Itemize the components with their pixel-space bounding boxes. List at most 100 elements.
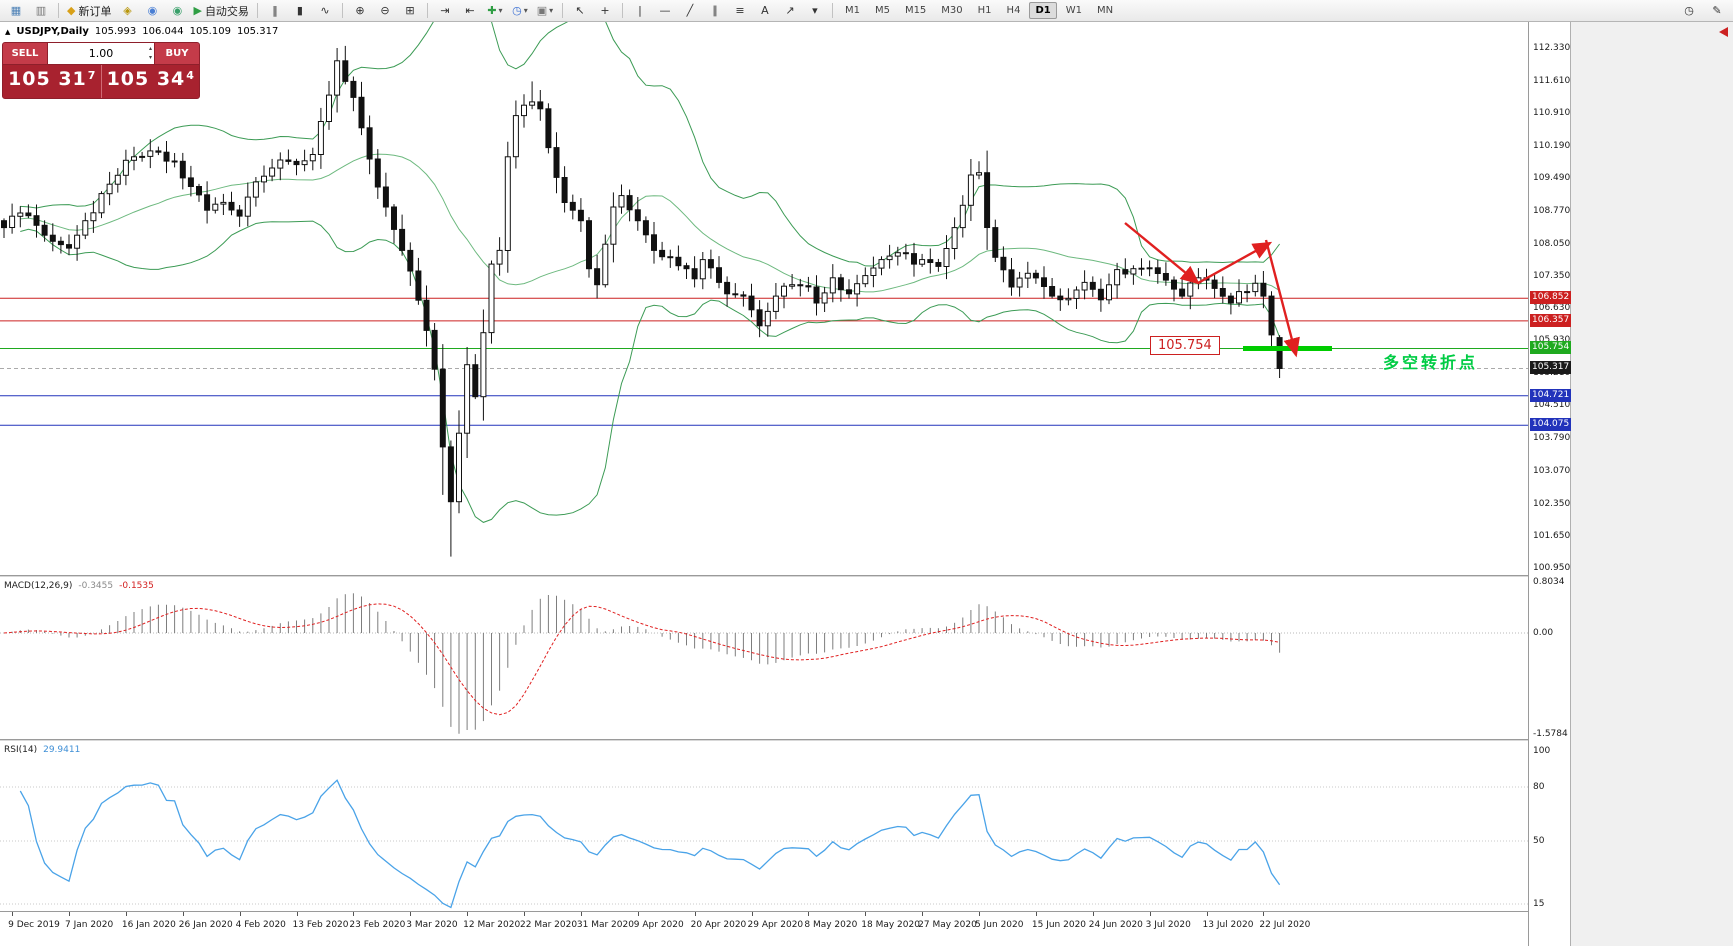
date-axis[interactable]: 9 Dec 2019 7 Jan 2020 16 Jan 2020 26 Jan 20… (0, 912, 1570, 946)
chart-shift-button[interactable]: ⇤ (458, 1, 482, 21)
templates-button-icon: ▣ (536, 4, 548, 17)
volume-up-icon[interactable]: ▴ (148, 45, 152, 52)
price-axis-label: 101.650 (1533, 531, 1571, 541)
zoom-out-button-icon: ⊖ (380, 4, 390, 17)
buy-price[interactable]: 105 34 4 (101, 65, 199, 98)
timeframe-h1[interactable]: H1 (977, 5, 992, 16)
date-tick (69, 912, 70, 916)
price-chart-canvas[interactable] (0, 22, 1528, 575)
price-tag: 106.852 (1530, 291, 1571, 305)
zoom-in-button[interactable]: ⊕ (348, 1, 372, 21)
date-label: 3 Mar 2020 (406, 920, 458, 930)
price-axis-label: 104.510 (1533, 400, 1571, 411)
bar-chart-button[interactable]: ‖ (263, 1, 287, 21)
autotrading-button[interactable]: ▶ 自动交易 (190, 1, 251, 21)
toolbar-separator (256, 3, 258, 18)
fibonacci-button[interactable]: ≡ (728, 1, 752, 21)
zoom-out-button[interactable]: ⊖ (373, 1, 397, 21)
volume-field[interactable]: ▴▾ (47, 43, 155, 64)
date-label: 13 Jul 2020 (1202, 920, 1254, 930)
scroll-marker-icon (1719, 27, 1728, 37)
tile-windows-button-icon: ⊞ (405, 4, 415, 17)
cursor-button[interactable]: ↖ (568, 1, 592, 21)
macd-canvas[interactable] (0, 577, 1528, 739)
periods-button[interactable]: ◷ ▾ (508, 1, 532, 21)
crosshair-button[interactable]: + (593, 1, 617, 21)
edit-icon[interactable]: ✎ (1712, 4, 1722, 17)
data-window-button-icon: ◉ (147, 4, 158, 17)
date-label: 29 Apr 2020 (747, 920, 804, 930)
panel-splitter[interactable] (0, 739, 1570, 741)
vertical-line-button[interactable]: | (628, 1, 652, 21)
price-callout[interactable]: 105.754 (1150, 336, 1220, 355)
horizontal-line-button[interactable]: — (653, 1, 677, 21)
quote-close: 105.317 (236, 26, 279, 37)
indicators-button[interactable]: ✚ ▾ (483, 1, 507, 21)
new-chart-button[interactable]: ▦ (4, 1, 28, 21)
rsi-canvas[interactable] (0, 741, 1528, 911)
auto-scroll-button-icon: ⇥ (440, 4, 450, 17)
date-label: 3 Jul 2020 (1145, 920, 1191, 930)
date-label: 26 Jan 2020 (178, 920, 233, 930)
objects-dropdown[interactable]: ▾ (803, 1, 827, 21)
navigator-button[interactable]: ◉ (165, 1, 189, 21)
autotrading-button-label: 自动交易 (204, 4, 249, 18)
volume-stepper[interactable]: ▴ ▾ (149, 44, 152, 62)
date-label: 9 Dec 2019 (8, 920, 60, 930)
toolbar-separator (341, 3, 343, 18)
timeframe-m15[interactable]: M15 (904, 5, 927, 16)
price-axis-label: 102.350 (1533, 499, 1571, 510)
vertical-line-button-icon: | (638, 4, 642, 17)
volume-input[interactable] (64, 46, 138, 61)
auto-scroll-button[interactable]: ⇥ (433, 1, 457, 21)
price-axis[interactable]: 112.330 111.610 110.910 110.190 109.490 108.7… (1528, 22, 1571, 946)
date-label: 24 Jun 2020 (1088, 920, 1143, 930)
market-watch-button[interactable]: ◈ (115, 1, 139, 21)
panel-splitter[interactable] (0, 575, 1570, 577)
text-button[interactable]: A (753, 1, 777, 21)
timeframe-mn[interactable]: MN (1096, 5, 1114, 16)
toolbar-right-icons: ◷ ✎ (1677, 1, 1729, 21)
price-axis-label: 108.770 (1533, 205, 1571, 216)
data-window-button[interactable]: ◉ (140, 1, 164, 21)
templates-button-dropdown-arrow[interactable]: ▾ (549, 6, 554, 15)
tile-windows-button[interactable]: ⊞ (398, 1, 422, 21)
timeframe-m5[interactable]: M5 (874, 5, 890, 16)
periods-button-dropdown-arrow[interactable]: ▾ (523, 6, 528, 15)
date-tick (296, 912, 298, 916)
arrows-button[interactable]: ↗ (778, 1, 802, 21)
sell-price[interactable]: 105 31 7 (3, 65, 102, 98)
date-label: 13 Feb 2020 (292, 920, 349, 930)
date-label: 18 May 2020 (861, 920, 920, 930)
candlestick-button[interactable]: ▮ (288, 1, 312, 21)
macd-axis-label: 0.00 (1533, 628, 1554, 638)
volume-down-icon[interactable]: ▾ (148, 54, 152, 61)
indicators-button-icon: ✚ (487, 4, 497, 17)
timeframe-d1[interactable]: D1 (1029, 2, 1057, 19)
new-order-button[interactable]: ◆ 新订单 (64, 1, 114, 21)
price-axis-label: 103.790 (1533, 433, 1571, 444)
quote-low: 105.109 (189, 26, 231, 37)
profiles-button[interactable]: ▥ (29, 1, 53, 21)
timeframe-h4[interactable]: H4 (1006, 5, 1021, 16)
timeframe-m30[interactable]: M30 (941, 5, 963, 16)
new-order-button-icon: ◆ (67, 4, 76, 17)
channel-button[interactable]: ∥ (703, 1, 727, 21)
timeframe-w1[interactable]: W1 (1065, 5, 1082, 16)
objects-dropdown-icon: ▾ (812, 4, 818, 17)
price-axis-label: 112.330 (1533, 43, 1571, 53)
timeframe-m1[interactable]: M1 (844, 5, 860, 16)
clock-icon[interactable]: ◷ (1684, 4, 1694, 17)
date-label: 12 Mar 2020 (463, 920, 521, 930)
oneclick-collapse-toggle[interactable]: ▲ (5, 27, 11, 36)
price-chart-panel: ▲ USDJPY,Daily 105.993 106.044 105.109 1… (0, 22, 1528, 575)
date-label: 20 Apr 2020 (690, 920, 747, 930)
annotation-text[interactable]: 多空转折点 (1383, 353, 1479, 372)
sell-button[interactable]: SELL (3, 43, 47, 64)
quote-high: 106.044 (142, 26, 184, 37)
templates-button[interactable]: ▣ ▾ (533, 1, 557, 21)
buy-button[interactable]: BUY (155, 43, 199, 64)
trendline-button[interactable]: ╱ (678, 1, 702, 21)
line-chart-button[interactable]: ∿ (313, 1, 337, 21)
indicators-button-dropdown-arrow[interactable]: ▾ (498, 6, 503, 15)
